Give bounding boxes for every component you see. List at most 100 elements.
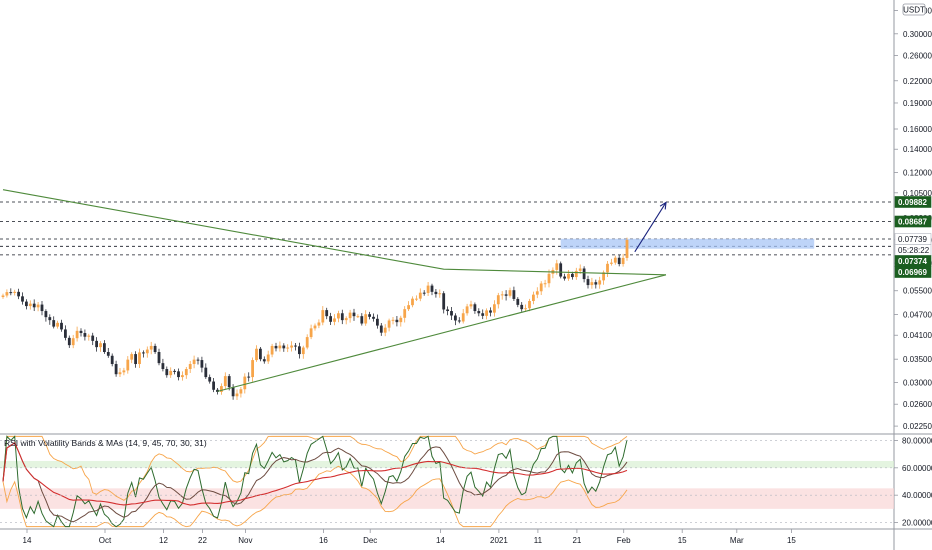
candle-body[interactable] <box>317 322 321 326</box>
candle-body[interactable] <box>28 303 32 307</box>
candle-body[interactable] <box>481 313 485 316</box>
candle-body[interactable] <box>446 309 449 312</box>
price-badge[interactable] <box>894 266 932 278</box>
candle-body[interactable] <box>454 315 457 321</box>
candle-body[interactable] <box>192 359 196 365</box>
currency-badge[interactable] <box>902 3 926 16</box>
lower-trendline[interactable] <box>217 274 667 392</box>
candle-body[interactable] <box>321 310 325 323</box>
candle-body[interactable] <box>149 345 153 350</box>
candle-body[interactable] <box>379 325 383 333</box>
candle-body[interactable] <box>422 292 426 294</box>
candle-body[interactable] <box>32 303 36 308</box>
candle-body[interactable] <box>329 316 332 322</box>
candle-body[interactable] <box>559 263 563 277</box>
candle-body[interactable] <box>99 343 102 348</box>
candle-body[interactable] <box>625 239 629 258</box>
candle-body[interactable] <box>504 294 508 296</box>
candle-body[interactable] <box>52 320 56 327</box>
candle-body[interactable] <box>255 348 258 361</box>
candle-body[interactable] <box>13 291 17 293</box>
resistance-zone[interactable] <box>560 238 815 249</box>
candle-body[interactable] <box>461 313 465 322</box>
candle-body[interactable] <box>457 320 461 322</box>
candle-body[interactable] <box>547 273 551 284</box>
candle-body[interactable] <box>360 316 364 324</box>
candle-body[interactable] <box>181 375 184 378</box>
candle-body[interactable] <box>83 333 87 337</box>
candle-body[interactable] <box>274 345 278 349</box>
candle-body[interactable] <box>243 376 247 390</box>
candle-body[interactable] <box>114 364 118 375</box>
candle-body[interactable] <box>87 335 91 337</box>
candle-body[interactable] <box>196 359 200 361</box>
candle-body[interactable] <box>438 293 442 295</box>
candle-body[interactable] <box>391 319 395 321</box>
candle-body[interactable] <box>571 273 574 278</box>
candle-body[interactable] <box>130 354 134 360</box>
candle-body[interactable] <box>48 317 52 321</box>
candle-body[interactable] <box>520 304 524 310</box>
candle-body[interactable] <box>399 317 403 323</box>
candle-body[interactable] <box>212 381 215 390</box>
candle-body[interactable] <box>208 377 212 382</box>
candle-body[interactable] <box>434 291 438 295</box>
candle-body[interactable] <box>337 313 340 319</box>
candle-body[interactable] <box>543 283 547 285</box>
candle-body[interactable] <box>430 285 434 292</box>
candle-body[interactable] <box>235 393 239 397</box>
candle-body[interactable] <box>21 296 24 302</box>
candle-body[interactable] <box>165 369 169 376</box>
candle-body[interactable] <box>383 327 387 333</box>
candle-body[interactable] <box>578 268 582 271</box>
candle-body[interactable] <box>395 319 399 323</box>
candle-body[interactable] <box>340 313 344 321</box>
candle-body[interactable] <box>617 257 621 265</box>
candle-body[interactable] <box>1 295 5 298</box>
candle-body[interactable] <box>118 372 122 375</box>
candle-body[interactable] <box>44 311 48 318</box>
candle-body[interactable] <box>200 360 204 368</box>
candle-body[interactable] <box>469 304 473 307</box>
candle-body[interactable] <box>188 364 192 370</box>
candle-body[interactable] <box>477 311 481 314</box>
candle-body[interactable] <box>184 369 188 376</box>
candle-body[interactable] <box>25 301 28 307</box>
rsi-pane[interactable] <box>0 435 894 528</box>
candle-body[interactable] <box>95 340 98 348</box>
candle-body[interactable] <box>598 280 602 285</box>
candle-body[interactable] <box>266 354 270 362</box>
candle-body[interactable] <box>122 370 126 373</box>
candle-body[interactable] <box>356 316 360 318</box>
candle-body[interactable] <box>64 329 67 338</box>
candle-body[interactable] <box>387 320 391 328</box>
candle-body[interactable] <box>473 304 477 312</box>
projection-arrow[interactable] <box>634 202 667 253</box>
candle-body[interactable] <box>145 349 149 354</box>
candle-body[interactable] <box>411 298 414 306</box>
candle-body[interactable] <box>594 282 598 285</box>
candle-body[interactable] <box>177 371 180 378</box>
candle-body[interactable] <box>500 294 504 296</box>
candle-body[interactable] <box>602 272 605 281</box>
candle-body[interactable] <box>126 359 130 371</box>
candle-body[interactable] <box>71 338 75 346</box>
candle-body[interactable] <box>60 322 63 330</box>
candle-body[interactable] <box>524 308 527 310</box>
candle-body[interactable] <box>407 305 410 310</box>
candle-body[interactable] <box>262 359 266 362</box>
candle-body[interactable] <box>610 262 613 264</box>
candle-body[interactable] <box>223 376 227 387</box>
candle-body[interactable] <box>106 352 110 356</box>
candle-body[interactable] <box>290 345 293 348</box>
candle-body[interactable] <box>613 257 617 263</box>
candle-body[interactable] <box>40 304 44 312</box>
candle-body[interactable] <box>496 295 500 305</box>
candle-body[interactable] <box>368 314 371 317</box>
candle-body[interactable] <box>282 345 286 349</box>
candle-body[interactable] <box>333 318 336 322</box>
candle-body[interactable] <box>344 318 348 321</box>
candle-body[interactable] <box>227 376 231 388</box>
candle-body[interactable] <box>67 337 71 346</box>
candle-body[interactable] <box>91 335 95 341</box>
